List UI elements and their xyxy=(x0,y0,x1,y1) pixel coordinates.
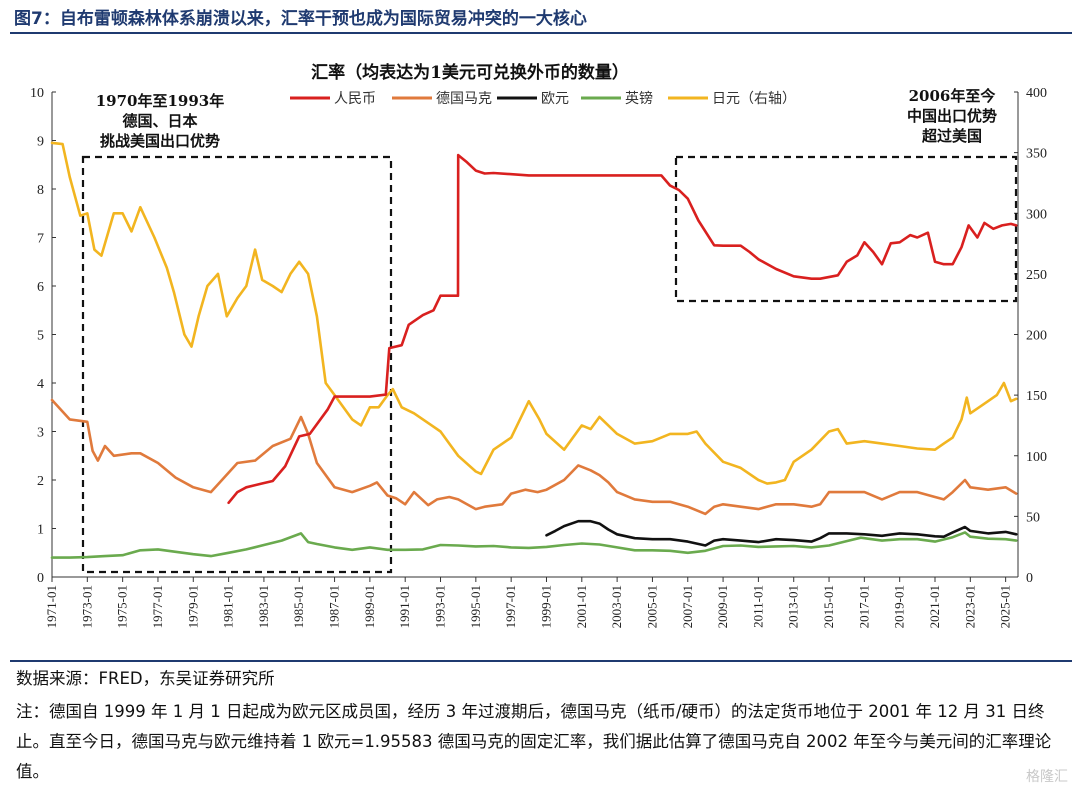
annotation-text: 1970年至1993年 xyxy=(96,92,225,110)
x-tick-label: 1997-01 xyxy=(503,585,518,628)
y-left-tick-label: 3 xyxy=(37,426,44,441)
y-right-tick-label: 0 xyxy=(1026,571,1033,586)
x-tick-label: 1977-01 xyxy=(150,585,165,628)
x-tick-label: 1981-01 xyxy=(221,585,236,628)
x-tick-label: 1973-01 xyxy=(79,585,94,628)
y-right-tick-label: 400 xyxy=(1026,86,1047,101)
x-tick-label: 1983-01 xyxy=(256,585,271,628)
y-left-tick-label: 7 xyxy=(37,232,44,247)
annotation-text: 挑战美国出口优势 xyxy=(100,132,220,150)
legend: 人民币 德国马克 欧元 英镑 日元（右轴） xyxy=(290,90,796,107)
x-tick-label: 2025-01 xyxy=(998,585,1013,628)
x-tick-label: 2019-01 xyxy=(892,585,907,628)
annotation-text: 中国出口优势 xyxy=(907,107,997,125)
series-line-1 xyxy=(50,398,1018,516)
x-tick-label: 2013-01 xyxy=(786,585,801,628)
y-left-tick-label: 1 xyxy=(37,523,44,538)
y-left-tick-label: 4 xyxy=(37,377,44,392)
title-rule xyxy=(10,32,1072,34)
y-right-tick-label: 350 xyxy=(1026,147,1047,162)
y-left-tick-label: 6 xyxy=(37,280,44,295)
annotation-box xyxy=(674,155,1018,303)
x-tick-label: 1993-01 xyxy=(433,585,448,628)
x-tick-label: 1991-01 xyxy=(397,585,412,628)
x-tick-label: 2001-01 xyxy=(574,585,589,628)
annotation-box xyxy=(81,155,393,574)
x-tick-label: 2021-01 xyxy=(927,585,942,628)
y-left-tick-label: 5 xyxy=(37,329,44,344)
y-left-tick-label: 10 xyxy=(30,86,44,101)
annotation-text: 德国、日本 xyxy=(122,112,197,130)
y-left-tick-label: 9 xyxy=(37,135,44,150)
x-tick-label: 1999-01 xyxy=(538,585,553,628)
x-tick-label: 1979-01 xyxy=(185,585,200,628)
x-tick-label: 1985-01 xyxy=(291,585,306,628)
footer-rule xyxy=(10,660,1072,662)
y-right-tick-label: 50 xyxy=(1026,510,1040,525)
x-tick-label: 2003-01 xyxy=(609,585,624,628)
y-left-tick-label: 2 xyxy=(37,474,44,489)
legend-label: 德国马克 xyxy=(436,91,492,107)
x-tick-label: 1987-01 xyxy=(327,585,342,628)
x-tick-label: 2017-01 xyxy=(856,585,871,628)
series-line-4 xyxy=(50,141,1018,485)
x-tick-label: 2015-01 xyxy=(821,585,836,628)
x-tick-label: 2007-01 xyxy=(680,585,695,628)
source-note: 数据来源：FRED，东吴证券研究所 xyxy=(16,669,275,688)
y-right-tick-label: 250 xyxy=(1026,268,1047,283)
y-right-tick-label: 300 xyxy=(1026,207,1047,222)
legend-label: 英镑 xyxy=(625,90,653,107)
x-tick-label: 1995-01 xyxy=(468,585,483,628)
x-tick-label: 2005-01 xyxy=(644,585,659,628)
x-tick-label: 2011-01 xyxy=(750,585,765,628)
x-tick-label: 1971-01 xyxy=(44,585,59,628)
chart-title: 汇率（均表达为1美元可兑换外币的数量） xyxy=(311,62,629,83)
y-left-tick-label: 0 xyxy=(37,571,44,586)
x-tick-label: 1975-01 xyxy=(115,585,130,628)
x-tick-label: 2009-01 xyxy=(715,585,730,628)
y-right-tick-label: 200 xyxy=(1026,329,1047,344)
x-tick-label: 1989-01 xyxy=(362,585,377,628)
x-tick-label: 2023-01 xyxy=(962,585,977,628)
exchange-rate-chart: 汇率（均表达为1美元可兑换外币的数量） 人民币 德国马克 欧元 英镑 日元（右轴） 01… xyxy=(30,62,1047,628)
figure-title: 图7：自布雷顿森林体系崩溃以来，汇率干预也成为国际贸易冲突的一大核心 xyxy=(14,9,587,29)
y-right-tick-label: 100 xyxy=(1026,450,1047,465)
series-layer xyxy=(50,141,1018,559)
watermark: 格隆汇 xyxy=(1026,769,1068,785)
y-right-tick-label: 150 xyxy=(1026,389,1047,404)
series-line-3 xyxy=(50,531,1018,559)
series-line-2 xyxy=(545,519,1018,547)
remark-note: 注：德国自 1999 年 1 月 1 日起成为欧元区成员国，经历 3 年过渡期后… xyxy=(16,702,1052,781)
annotation-text: 超过美国 xyxy=(921,127,982,145)
series-line-0 xyxy=(227,153,1018,505)
legend-label: 欧元 xyxy=(541,91,569,107)
axes: 0123456789100501001502002503003504001971… xyxy=(30,86,1047,628)
legend-label: 人民币 xyxy=(334,91,376,107)
legend-label: 日元（右轴） xyxy=(712,91,796,107)
y-left-tick-label: 8 xyxy=(37,183,44,198)
annotation-text: 2006年至今 xyxy=(909,87,996,105)
